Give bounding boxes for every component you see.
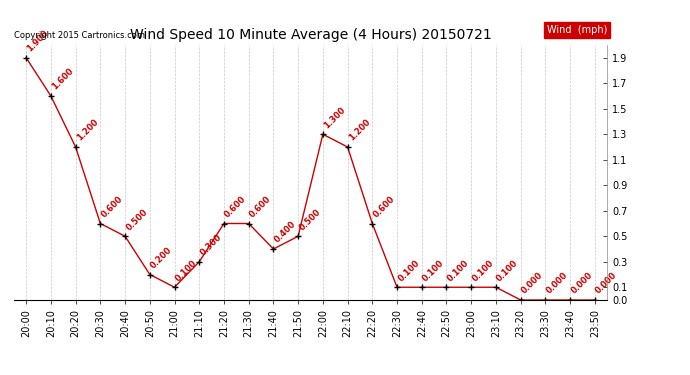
Text: 0.600: 0.600 bbox=[99, 194, 124, 219]
Text: 1.200: 1.200 bbox=[75, 118, 100, 143]
Text: 0.100: 0.100 bbox=[495, 258, 520, 283]
Text: 1.200: 1.200 bbox=[347, 118, 372, 143]
Text: 0.100: 0.100 bbox=[471, 258, 495, 283]
Text: 0.500: 0.500 bbox=[124, 207, 149, 232]
Text: 1.900: 1.900 bbox=[26, 28, 50, 54]
Text: 0.500: 0.500 bbox=[297, 207, 322, 232]
Text: Wind  (mph): Wind (mph) bbox=[547, 25, 607, 35]
Text: 0.000: 0.000 bbox=[544, 271, 569, 296]
Text: 0.100: 0.100 bbox=[396, 258, 421, 283]
Text: 1.600: 1.600 bbox=[50, 67, 75, 92]
Text: 0.100: 0.100 bbox=[174, 258, 199, 283]
Text: Copyright 2015 Cartronics.com: Copyright 2015 Cartronics.com bbox=[14, 31, 145, 40]
Text: 0.600: 0.600 bbox=[371, 194, 397, 219]
Text: 0.300: 0.300 bbox=[199, 232, 224, 258]
Text: 0.100: 0.100 bbox=[421, 258, 446, 283]
Text: 0.400: 0.400 bbox=[273, 220, 297, 245]
Title: Wind Speed 10 Minute Average (4 Hours) 20150721: Wind Speed 10 Minute Average (4 Hours) 2… bbox=[130, 28, 491, 42]
Text: 0.000: 0.000 bbox=[594, 271, 619, 296]
Text: 0.000: 0.000 bbox=[520, 271, 545, 296]
Text: 0.600: 0.600 bbox=[248, 194, 273, 219]
Text: 0.600: 0.600 bbox=[223, 194, 248, 219]
Text: 0.100: 0.100 bbox=[446, 258, 471, 283]
Text: 0.200: 0.200 bbox=[149, 245, 174, 270]
Text: 0.000: 0.000 bbox=[569, 271, 594, 296]
Text: 1.300: 1.300 bbox=[322, 105, 347, 130]
